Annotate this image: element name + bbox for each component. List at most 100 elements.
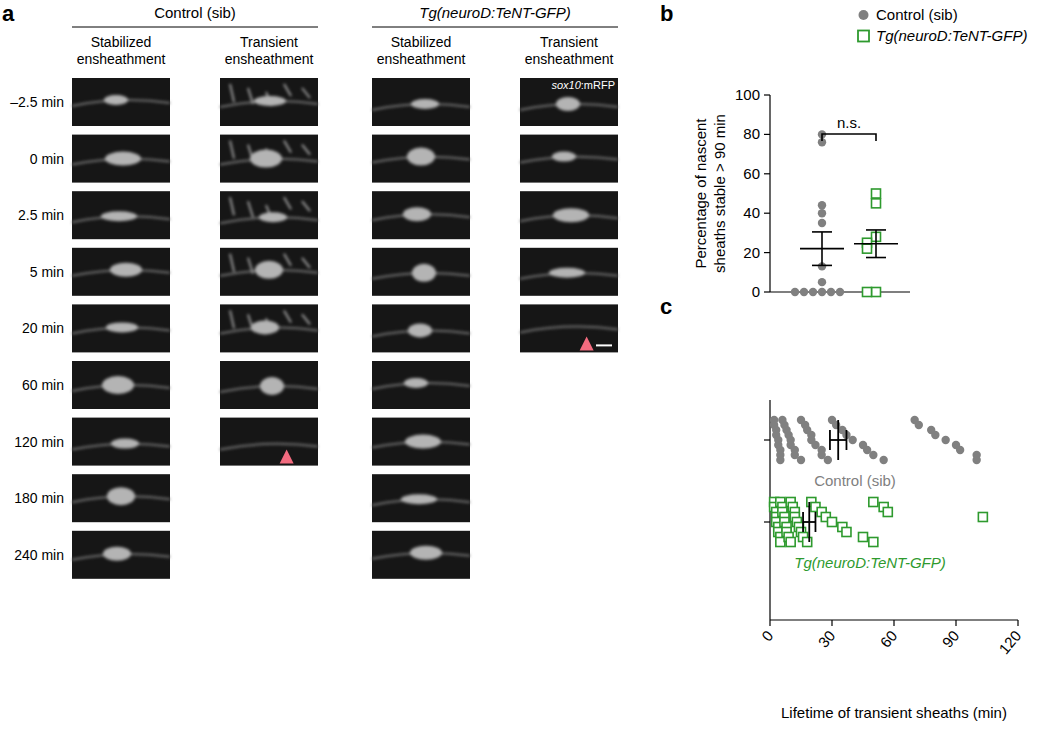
arrowhead	[580, 336, 594, 350]
error-cap	[812, 231, 832, 233]
sheath	[401, 494, 437, 504]
tick	[764, 94, 770, 95]
figure: a–2.5 min0 min2.5 min5 min20 min60 min12…	[0, 0, 1050, 731]
tick	[893, 620, 894, 626]
process	[284, 254, 291, 266]
process	[302, 314, 310, 324]
sheath	[552, 152, 576, 162]
micrograph-frame	[72, 135, 170, 183]
data-point	[863, 288, 872, 297]
process	[302, 145, 310, 155]
process	[302, 201, 310, 211]
sheath	[254, 96, 286, 106]
data-point	[869, 538, 878, 547]
error-cap	[866, 257, 886, 259]
micrograph-content	[520, 208, 618, 222]
micrograph-frame	[520, 78, 618, 126]
column-title: Transient	[540, 34, 598, 50]
data-point	[978, 513, 987, 522]
arrowhead	[280, 450, 294, 464]
data-point	[797, 456, 805, 464]
data-point	[827, 288, 835, 296]
sheath	[411, 99, 439, 109]
micrograph-content	[72, 95, 170, 106]
sheath	[407, 148, 435, 166]
process	[284, 141, 291, 153]
sheath	[556, 97, 580, 111]
data-point	[915, 421, 923, 429]
micrograph-frame	[520, 248, 618, 296]
micrograph-frame	[220, 191, 318, 239]
column-title: ensheathment	[225, 51, 314, 67]
micrograph-frame	[372, 191, 470, 239]
column-title: Stabilized	[91, 34, 152, 50]
group-underline	[72, 27, 318, 28]
micrograph-content	[220, 444, 318, 450]
sheath	[251, 320, 279, 334]
tick-label: 40	[743, 204, 760, 221]
sheath	[553, 208, 589, 222]
tick-label: 60	[743, 165, 760, 182]
process	[248, 201, 253, 217]
tick	[1017, 620, 1018, 626]
micrograph-content	[220, 84, 318, 107]
time-label: 20 min	[22, 320, 64, 336]
micrograph-content	[220, 254, 318, 279]
error-cap	[815, 512, 817, 532]
micrograph-frame	[72, 78, 170, 126]
micrograph-content	[72, 487, 170, 505]
micrograph-content	[372, 546, 470, 560]
data-point	[809, 288, 817, 296]
micrograph-content	[220, 197, 318, 223]
data-point	[872, 199, 881, 208]
time-label: 2.5 min	[18, 207, 64, 223]
channel-label-gene: sox10	[551, 79, 581, 91]
data-point	[803, 538, 812, 547]
sheath	[404, 378, 428, 388]
error-cap	[829, 430, 831, 450]
sheath	[111, 439, 139, 449]
time-label: 60 min	[22, 377, 64, 393]
data-point	[863, 244, 872, 253]
micrograph-frame	[220, 418, 318, 466]
micrograph-frame	[72, 304, 170, 352]
channel-label-reporter: :mRFP	[581, 79, 615, 91]
category-tick	[764, 521, 770, 522]
channel-label: sox10:mRFP	[551, 79, 615, 91]
tick	[764, 213, 770, 214]
micrograph-content	[372, 148, 470, 166]
sheath	[260, 377, 284, 395]
data-point	[818, 288, 826, 296]
process	[230, 84, 234, 102]
micrograph-frame	[372, 531, 470, 579]
time-label: 120 min	[14, 434, 64, 450]
error-bar	[803, 521, 815, 523]
data-point	[859, 533, 868, 542]
micrograph-content	[72, 547, 170, 561]
data-point	[800, 288, 808, 296]
data-point	[776, 456, 784, 464]
data-point	[791, 288, 799, 296]
micrograph-content	[72, 322, 170, 333]
sheath	[110, 263, 142, 277]
error-cap	[812, 265, 832, 267]
data-point	[956, 446, 964, 454]
axon	[520, 327, 618, 333]
micrograph-frame	[220, 304, 318, 352]
tick	[831, 620, 832, 626]
micrograph-frame	[372, 248, 470, 296]
sheath	[107, 487, 135, 505]
process	[284, 84, 291, 96]
sheath	[105, 152, 141, 166]
data-point	[828, 518, 837, 527]
data-point	[848, 436, 856, 444]
sheath	[250, 150, 282, 168]
data-point	[818, 278, 826, 286]
sheath	[255, 261, 283, 279]
process	[230, 141, 234, 159]
micrograph-frame	[372, 361, 470, 409]
data-point	[931, 431, 939, 439]
sheath	[403, 207, 431, 221]
column-title: ensheathment	[77, 51, 166, 67]
group-title: Control (sib)	[154, 4, 236, 21]
